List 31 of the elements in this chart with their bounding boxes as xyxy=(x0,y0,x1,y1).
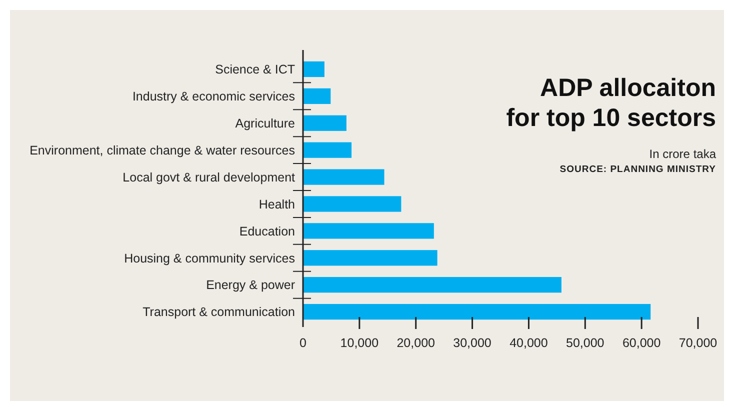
y-tick-label: Agriculture xyxy=(235,116,296,130)
x-tick-label: 0 xyxy=(300,336,307,350)
y-tick-label: Health xyxy=(258,197,296,212)
x-tick-label: 40,000 xyxy=(510,336,548,350)
y-tick-label: Environment, climate change & water resources xyxy=(30,143,295,158)
x-tick-label: 60,000 xyxy=(622,336,661,350)
y-tick-label: Education xyxy=(239,224,296,238)
bar xyxy=(303,250,438,266)
y-tick-label: Local govt & rural development xyxy=(122,170,296,184)
bar xyxy=(303,196,402,212)
text: In crore taka xyxy=(649,147,716,161)
x-tick-label: 10,000 xyxy=(340,336,379,350)
y-tick-label: Industry & economic services xyxy=(132,90,295,104)
bar xyxy=(303,304,651,320)
x-tick-label: 50,000 xyxy=(566,336,604,350)
bar xyxy=(303,142,352,158)
bar xyxy=(303,169,384,185)
x-tick-label: 70,000 xyxy=(678,336,718,350)
text: ADP allocaiton for top 10 sectors xyxy=(506,74,716,132)
bar xyxy=(303,88,331,104)
bar xyxy=(303,61,324,78)
bar xyxy=(303,223,434,239)
annotation: SOURCE: PLANNING MINISTRY xyxy=(560,164,716,175)
y-tick-label: Energy & power xyxy=(206,278,295,292)
bar xyxy=(303,115,346,131)
bar xyxy=(303,277,562,293)
x-tick-label: 30,000 xyxy=(453,336,492,350)
y-tick-label: Science & ICT xyxy=(215,62,296,77)
y-tick-label: Housing & community services xyxy=(124,251,295,266)
y-tick-label: Transport & communication xyxy=(142,305,296,320)
x-tick-label: 20,000 xyxy=(396,336,436,350)
